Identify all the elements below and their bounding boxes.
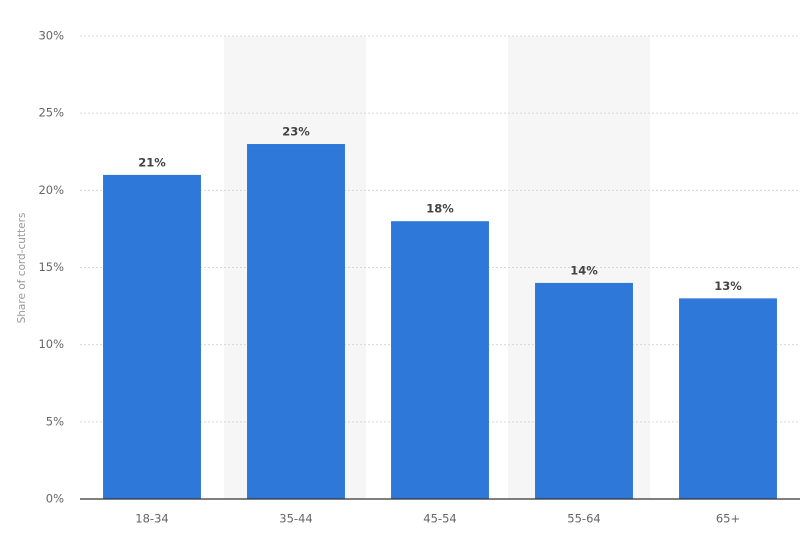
y-tick-label: 10%: [38, 337, 64, 351]
x-tick-label: 35-44: [279, 512, 312, 526]
x-tick-label: 45-54: [423, 512, 456, 526]
value-label: 18%: [426, 202, 454, 216]
value-label: 13%: [714, 279, 742, 293]
y-tick-label: 20%: [38, 183, 64, 197]
value-label: 14%: [570, 263, 598, 277]
bar: [103, 174, 201, 499]
x-tick-label: 18-34: [135, 512, 168, 526]
bar: [247, 144, 345, 500]
y-tick-label: 30%: [38, 29, 64, 43]
bar: [535, 282, 633, 499]
y-tick-label: 5%: [46, 414, 64, 428]
bar: [679, 298, 777, 499]
y-tick-label: 25%: [38, 106, 64, 120]
x-tick-label: 55-64: [567, 512, 600, 526]
value-label: 23%: [282, 125, 310, 139]
y-tick-label: 0%: [46, 492, 64, 506]
y-tick-label: 15%: [38, 260, 64, 274]
y-axis-label: Share of cord-cutters: [16, 213, 28, 324]
x-tick-label: 65+: [716, 512, 740, 526]
bar: [391, 221, 489, 499]
value-label: 21%: [138, 155, 166, 169]
